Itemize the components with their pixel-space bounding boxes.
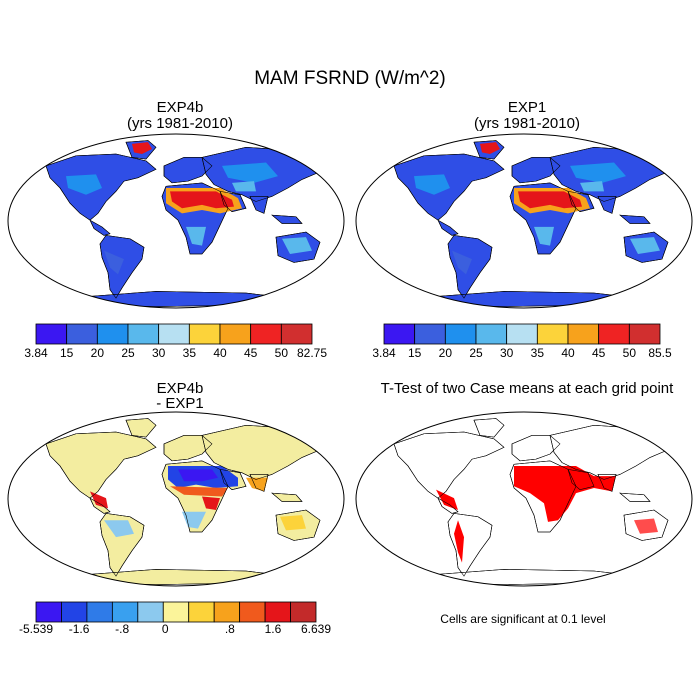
colorbar-tick: 3.84 [372,346,396,360]
colorbar-tick: 40 [213,346,227,360]
colorbar-tick: 0 [162,622,169,636]
map-exp4b [7,133,345,309]
panel-title-exp1-line1: EXP1 [508,99,546,116]
colorbar-tick: 50 [275,346,289,360]
map-panels [7,133,693,587]
colorbar-swatch [250,323,282,345]
colorbar-tick: 15 [60,346,74,360]
colorbar-tick: 15 [408,346,422,360]
significance-note: Cells are significant at 0.1 level [440,612,605,626]
colorbar-swatch [158,323,190,345]
colorbar-tick: 3.84 [24,346,48,360]
colorbar-swatch [506,323,538,345]
map-ttest [355,411,693,587]
colorbar-tick: 40 [561,346,575,360]
colorbar-swatch [536,323,569,345]
panel-title-exp1-line2: (yrs 1981-2010) [474,115,580,132]
colorbar-tick: -1.6 [69,622,90,636]
colorbar-tick: 35 [183,346,197,360]
colorbar-swatch [213,601,241,623]
colorbar-tick: -.8 [115,622,129,636]
colorbar-swatch [567,323,600,345]
colorbar-diff: -5.539 -1.6 -.8 0 .8 1.6 6.639 [19,601,331,636]
colorbar-exp1: 3.84 15 20 25 30 35 40 45 50 85.5 [372,323,672,360]
colorbar-exp4b: 3.84 15 20 25 30 35 40 45 50 82.75 [24,323,327,360]
colorbar-tick: 30 [500,346,514,360]
colorbar-tick: 25 [121,346,135,360]
colorbar-tick: 20 [91,346,105,360]
panel-title-diff-line1: EXP4b [157,380,204,397]
map-exp1 [355,133,693,309]
colorbar-swatch [162,601,190,623]
colorbar-swatch [414,323,446,345]
colorbars: 3.84 15 20 25 30 35 40 45 50 82.75 3.84 15 20 25 30 35 4… [19,323,672,636]
main-title: MAM FSRND (W/m^2) [254,68,446,89]
colorbar-tick: 45 [592,346,606,360]
colorbar-tick: 50 [623,346,637,360]
colorbar-tick: 1.6 [265,622,282,636]
colorbar-swatch [127,323,160,345]
colorbar-swatch [219,323,252,345]
colorbar-tick: 82.75 [297,346,327,360]
colorbar-tick: 20 [439,346,453,360]
colorbar-swatch [35,323,68,345]
colorbar-swatch [111,601,139,623]
overlay-exp1 [393,139,673,308]
colorbar-swatch [598,323,630,345]
colorbar-tick: 25 [469,346,483,360]
colorbar-swatch [188,323,221,345]
colorbar-tick: 30 [152,346,166,360]
colorbar-tick: 85.5 [648,346,672,360]
colorbar-swatch [628,323,661,345]
colorbar-swatch [35,601,62,623]
panel-title-exp4b-line1: EXP4b [157,99,204,116]
colorbar-swatch [96,323,129,345]
colorbar-swatch [188,601,215,623]
colorbar-swatch [264,601,291,623]
colorbar-swatch [280,323,313,345]
colorbar-swatch [61,601,88,623]
colorbar-swatch [137,601,164,623]
overlay-diff [45,417,325,586]
colorbar-tick: -5.539 [19,622,53,636]
overlay-ttest [393,417,673,586]
colorbar-swatch [383,323,416,345]
map-diff [7,411,345,587]
colorbar-swatch [66,323,98,345]
colorbar-swatch [290,601,317,623]
colorbar-tick: 6.639 [301,622,331,636]
panel-title-exp4b-line2: (yrs 1981-2010) [127,115,233,132]
panel-title-ttest: T-Test of two Case means at each grid po… [381,380,674,397]
colorbar-tick: 45 [244,346,258,360]
overlay-exp4b [45,139,325,308]
panel-title-diff-line2: - EXP1 [156,395,204,412]
colorbar-swatch [239,601,266,623]
colorbar-tick: 35 [531,346,545,360]
colorbar-swatch [444,323,477,345]
colorbar-swatch [86,601,113,623]
colorbar-tick: .8 [225,622,235,636]
colorbar-swatch [475,323,508,345]
